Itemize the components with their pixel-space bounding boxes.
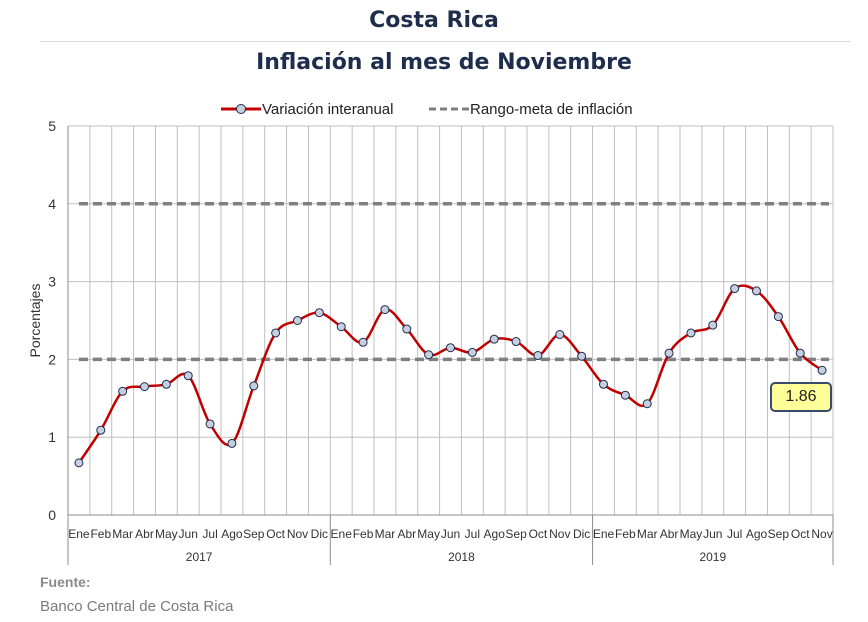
source-label: Fuente: xyxy=(40,574,91,590)
x-tick-label: Sep xyxy=(243,527,265,541)
x-tick-label: Ene xyxy=(331,527,353,541)
x-tick-label: May xyxy=(680,527,703,541)
x-tick-label: Jun xyxy=(441,527,460,541)
x-tick-label: Mar xyxy=(637,527,658,541)
data-point xyxy=(489,334,499,344)
x-tick-label: Ene xyxy=(593,527,615,541)
x-tick-label: Dic xyxy=(573,527,590,541)
chart-subtitle: Inflación al mes de Noviembre xyxy=(256,50,632,75)
data-point xyxy=(730,284,740,294)
data-point xyxy=(620,390,630,400)
data-point xyxy=(358,337,368,347)
x-tick-label: Feb xyxy=(615,527,636,541)
x-tick-label: Ago xyxy=(221,527,243,541)
y-tick-label: 3 xyxy=(48,274,56,290)
source-text: Banco Central de Costa Rica xyxy=(40,598,234,615)
x-tick-label: Oct xyxy=(266,527,285,541)
data-point xyxy=(183,371,193,381)
x-tick-label: Nov xyxy=(549,527,570,541)
year-label: 2018 xyxy=(448,550,475,564)
x-tick-label: Jul xyxy=(202,527,217,541)
year-label: 2019 xyxy=(699,550,726,564)
data-point xyxy=(817,365,827,375)
data-point xyxy=(271,328,281,338)
data-point xyxy=(555,330,565,340)
legend-item-series: Variación interanual xyxy=(220,98,393,120)
y-axis-title: Porcentajes xyxy=(27,284,43,358)
x-tick-label: Abr xyxy=(397,527,416,541)
title-divider xyxy=(40,41,850,42)
y-tick-label: 5 xyxy=(48,118,56,134)
x-tick-label: Jun xyxy=(179,527,198,541)
data-point xyxy=(161,379,171,389)
chart-title: Costa Rica xyxy=(369,8,499,33)
year-label: 2017 xyxy=(186,550,213,564)
data-point xyxy=(118,386,128,396)
data-point xyxy=(664,348,674,358)
data-point xyxy=(795,348,805,358)
x-tick-label: Sep xyxy=(505,527,527,541)
legend-dashed-line-icon xyxy=(429,107,469,111)
data-point xyxy=(424,350,434,360)
y-tick-label: 0 xyxy=(48,507,56,523)
x-tick-label: Jul xyxy=(465,527,480,541)
data-point xyxy=(446,343,455,353)
data-point xyxy=(380,305,390,315)
x-tick-label: Mar xyxy=(112,527,133,541)
x-tick-label: Abr xyxy=(135,527,154,541)
x-tick-label: Oct xyxy=(791,527,810,541)
legend: Variación interanual Rango-meta de infla… xyxy=(0,98,868,120)
data-point xyxy=(74,458,84,468)
y-tick-label: 1 xyxy=(48,429,56,445)
x-tick-label: Ene xyxy=(68,527,90,541)
x-tick-label: Mar xyxy=(375,527,396,541)
data-point xyxy=(402,324,412,334)
data-point xyxy=(314,308,324,318)
data-point xyxy=(599,379,608,389)
data-point xyxy=(752,286,761,296)
data-point xyxy=(96,425,106,435)
x-tick-label: Sep xyxy=(768,527,790,541)
x-tick-label: May xyxy=(155,527,178,541)
x-tick-label: Ago xyxy=(484,527,506,541)
data-point xyxy=(140,382,149,392)
x-tick-label: Nov xyxy=(287,527,308,541)
y-tick-label: 4 xyxy=(48,196,56,212)
legend-line-marker-icon xyxy=(221,104,261,114)
x-tick-label: Dic xyxy=(311,527,328,541)
data-point xyxy=(708,320,718,330)
x-tick-label: Jun xyxy=(703,527,722,541)
x-tick-label: Jul xyxy=(727,527,742,541)
data-point xyxy=(227,438,237,448)
data-point xyxy=(205,419,215,429)
data-point xyxy=(336,322,346,332)
x-tick-label: Feb xyxy=(353,527,374,541)
data-point xyxy=(467,347,477,357)
x-tick-label: May xyxy=(417,527,440,541)
legend-label-series: Variación interanual xyxy=(262,100,394,118)
data-point xyxy=(511,337,521,347)
y-tick-label: 2 xyxy=(48,351,56,367)
data-point xyxy=(577,351,587,361)
legend-label-target: Rango-meta de inflación xyxy=(470,100,633,118)
data-point xyxy=(249,381,259,391)
x-tick-label: Feb xyxy=(90,527,111,541)
data-point xyxy=(773,312,783,322)
x-tick-label: Nov xyxy=(811,527,832,541)
last-value-callout: 1.86 xyxy=(770,382,832,412)
x-tick-label: Ago xyxy=(746,527,768,541)
data-point xyxy=(293,316,302,325)
data-point xyxy=(686,328,696,338)
x-tick-label: Abr xyxy=(660,527,679,541)
data-point xyxy=(642,399,652,409)
x-tick-label: Oct xyxy=(529,527,548,541)
data-point xyxy=(533,351,543,361)
legend-item-target: Rango-meta de inflación xyxy=(428,98,633,120)
